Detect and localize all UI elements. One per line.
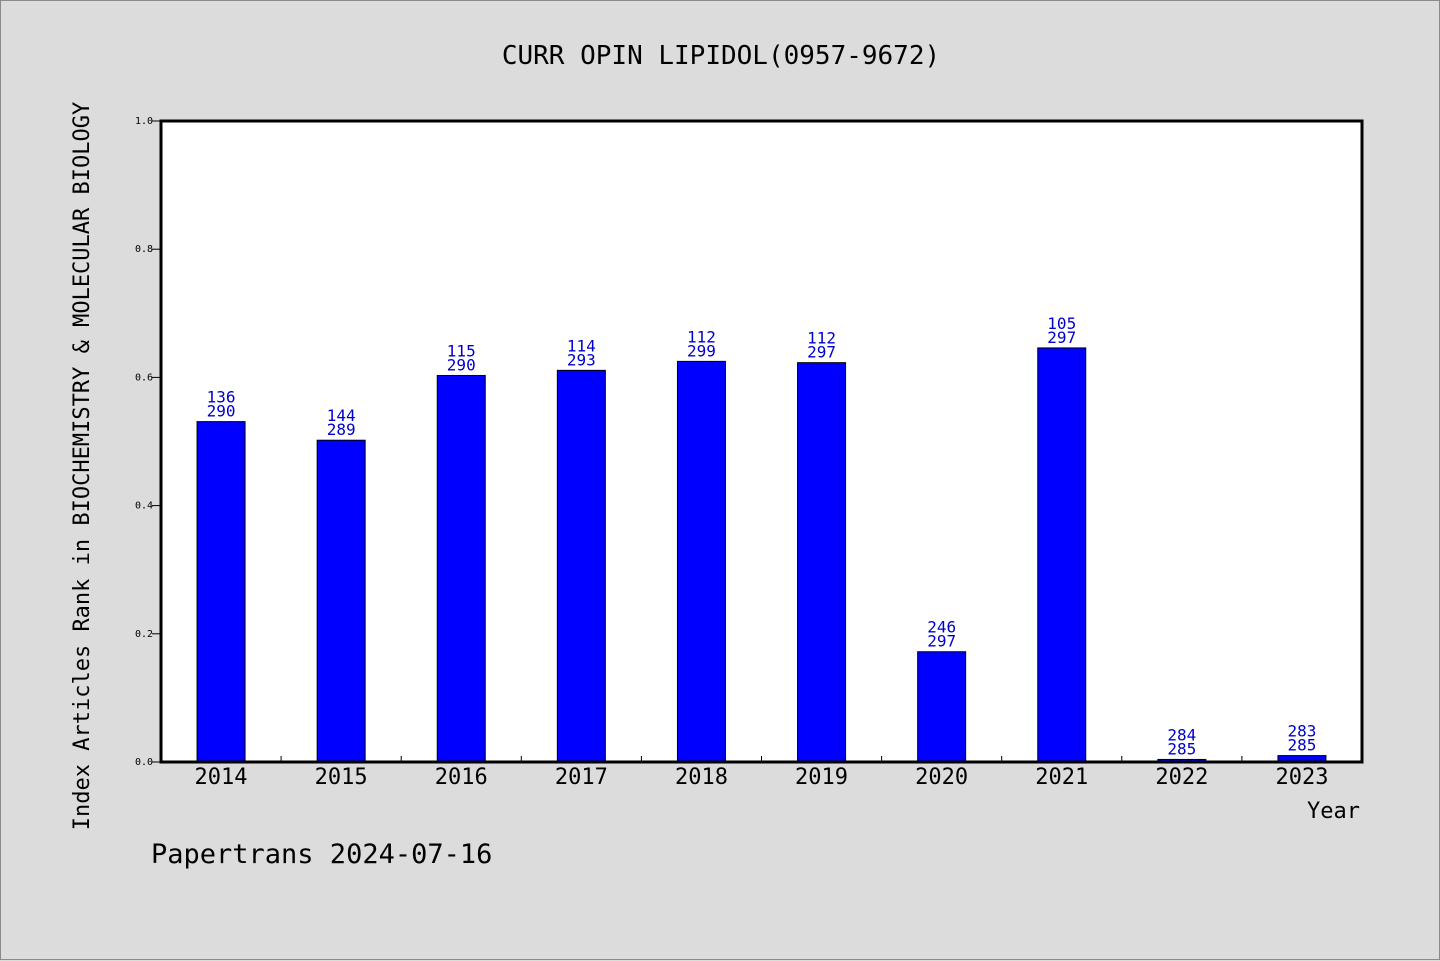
x-tick-label: 2019 bbox=[795, 765, 848, 790]
x-tick-label: 2016 bbox=[435, 765, 488, 790]
y-tick-label: 0.6 bbox=[135, 372, 153, 383]
bar-rank-label: 283 bbox=[1287, 722, 1316, 741]
bar-total-label: 290 bbox=[207, 402, 236, 421]
bar-rank-label: 112 bbox=[687, 327, 716, 346]
bar-total-label: 299 bbox=[687, 341, 716, 360]
y-tick-label: 0.2 bbox=[135, 629, 153, 640]
bar-rank-label: 114 bbox=[567, 336, 596, 355]
y-tick-label: 1.0 bbox=[135, 116, 153, 127]
bar-total-label: 297 bbox=[807, 343, 836, 362]
x-tick-label: 2015 bbox=[315, 765, 368, 790]
bar-rank-label: 105 bbox=[1047, 314, 1076, 333]
bar-2020 bbox=[917, 651, 967, 763]
chart-title: CURR OPIN LIPIDOL(0957-9672) bbox=[502, 41, 940, 71]
bar-rank-label: 246 bbox=[927, 618, 956, 637]
bar-total-label: 297 bbox=[927, 632, 956, 651]
bar-2014 bbox=[196, 421, 246, 763]
bars-group bbox=[196, 347, 1327, 763]
bar-total-label: 297 bbox=[1047, 328, 1076, 347]
bar-total-label: 289 bbox=[327, 420, 356, 439]
bar-rank-label: 144 bbox=[327, 406, 356, 425]
y-tick-label: 0.8 bbox=[135, 244, 153, 255]
bar-rank-label: 115 bbox=[447, 341, 476, 360]
footer-credit: Papertrans 2024-07-16 bbox=[151, 839, 492, 870]
bar-total-label: 293 bbox=[567, 350, 596, 369]
axis-ticks-group: 0.0 0.2 0.4 0.6 0.8 1.0 2014 2015 2016 2017 2018 20… bbox=[135, 116, 1329, 790]
x-tick-label: 2021 bbox=[1035, 765, 1088, 790]
bar-rank-label: 136 bbox=[207, 388, 236, 407]
bar-2018 bbox=[676, 360, 726, 763]
x-tick-label: 2017 bbox=[555, 765, 608, 790]
y-tick-label: 0.0 bbox=[135, 757, 153, 768]
bar-2021 bbox=[1037, 347, 1087, 763]
x-tick-label: 2020 bbox=[915, 765, 968, 790]
x-tick-label: 2014 bbox=[195, 765, 248, 790]
bar-total-label: 290 bbox=[447, 355, 476, 374]
y-axis-label: Index Articles Rank in BIOCHEMISTRY & MO… bbox=[70, 102, 95, 830]
bar-2019 bbox=[797, 362, 847, 763]
x-tick-label: 2022 bbox=[1155, 765, 1208, 790]
bar-total-label: 285 bbox=[1287, 736, 1316, 755]
bar-2016 bbox=[436, 374, 486, 763]
bar-2015 bbox=[316, 439, 366, 763]
plot-border bbox=[159, 119, 1364, 764]
bar-rank-label: 112 bbox=[807, 329, 836, 348]
x-axis-label: Year bbox=[1307, 799, 1360, 824]
bar-total-label: 285 bbox=[1167, 739, 1196, 758]
x-tick-label: 2018 bbox=[675, 765, 728, 790]
bar-2017 bbox=[556, 369, 606, 763]
y-tick-label: 0.4 bbox=[135, 501, 153, 512]
x-tick-label: 2023 bbox=[1275, 765, 1328, 790]
bar-rank-label: 284 bbox=[1167, 725, 1196, 744]
